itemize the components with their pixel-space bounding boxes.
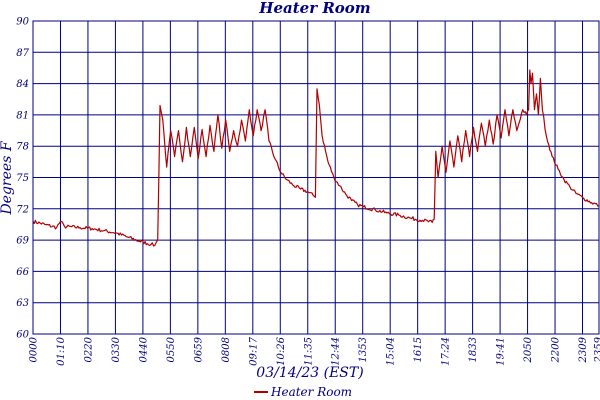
x-tick-label: 0659	[193, 336, 204, 362]
x-tick-label: 10:26	[276, 336, 287, 365]
x-tick-label: 15:04	[386, 337, 397, 366]
y-tick-label: 66	[16, 267, 29, 278]
x-tick-label: 0550	[166, 336, 177, 362]
x-tick-label: 17:24	[441, 337, 452, 366]
y-tick-label: 63	[16, 298, 29, 309]
x-tick-label: 2050	[523, 336, 534, 363]
x-tick-label: 0330	[111, 336, 122, 362]
x-axis-ticks: 0000 01:10 0220 0330 0440 0550 0659 0808 09:17 10…	[29, 336, 600, 365]
y-tick-label: 75	[16, 173, 29, 184]
y-axis-ticks: 90 87 84 81 78 75 72 69 66 63 60	[16, 17, 29, 341]
y-tick-label: 78	[16, 142, 29, 153]
x-tick-label: 2200	[551, 336, 562, 363]
y-tick-label: 81	[16, 110, 29, 121]
x-tick-label: 1833	[468, 337, 479, 362]
x-tick-label: 1615	[413, 337, 424, 362]
y-tick-label: 60	[16, 330, 29, 341]
y-tick-label: 90	[16, 17, 29, 28]
x-tick-label: 1353	[358, 337, 369, 362]
y-tick-label: 84	[16, 79, 29, 90]
x-tick-label: 11:35	[303, 337, 314, 366]
y-tick-label: 69	[16, 236, 29, 247]
x-axis-label: 03/14/23 (EST)	[256, 365, 363, 381]
y-tick-label: 87	[16, 48, 29, 59]
x-tick-label: 2309	[578, 336, 589, 363]
x-tick-label: 0220	[83, 336, 94, 362]
y-axis-label: Degrees F	[0, 140, 15, 215]
chart-title: Heater Room	[258, 0, 370, 17]
x-tick-label: 0000	[29, 336, 40, 362]
x-tick-label: 12:44	[331, 337, 342, 366]
x-tick-label: 0440	[138, 336, 149, 362]
y-tick-label: 72	[16, 204, 29, 215]
x-tick-label: 09:17	[248, 336, 259, 365]
plot-border	[32, 20, 600, 335]
x-tick-label: 2359	[594, 336, 600, 363]
legend: Heater Room	[254, 385, 352, 399]
legend-label: Heater Room	[270, 385, 352, 399]
x-tick-label: 01:10	[56, 336, 67, 365]
x-tick-label: 19:41	[496, 337, 507, 366]
x-tick-label: 0808	[221, 337, 232, 362]
series-line-heater-room	[32, 69, 600, 247]
